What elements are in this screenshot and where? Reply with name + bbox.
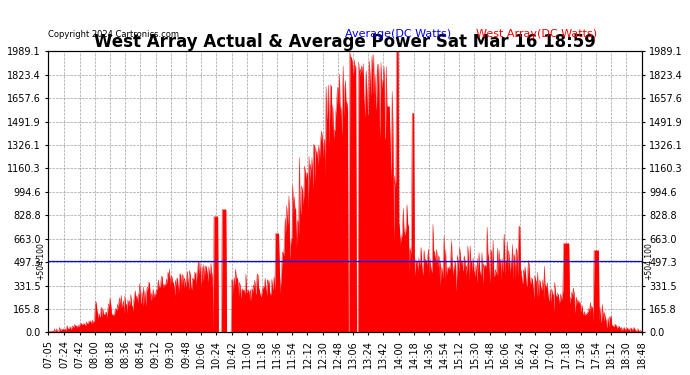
Text: West Array(DC Watts): West Array(DC Watts) (476, 29, 598, 39)
Text: +504.100: +504.100 (644, 242, 653, 280)
Text: Copyright 2024 Cartronics.com: Copyright 2024 Cartronics.com (48, 30, 179, 39)
Title: West Array Actual & Average Power Sat Mar 16 18:59: West Array Actual & Average Power Sat Ma… (94, 33, 596, 51)
Text: +504.100: +504.100 (37, 242, 46, 280)
Text: Average(DC Watts): Average(DC Watts) (345, 29, 451, 39)
